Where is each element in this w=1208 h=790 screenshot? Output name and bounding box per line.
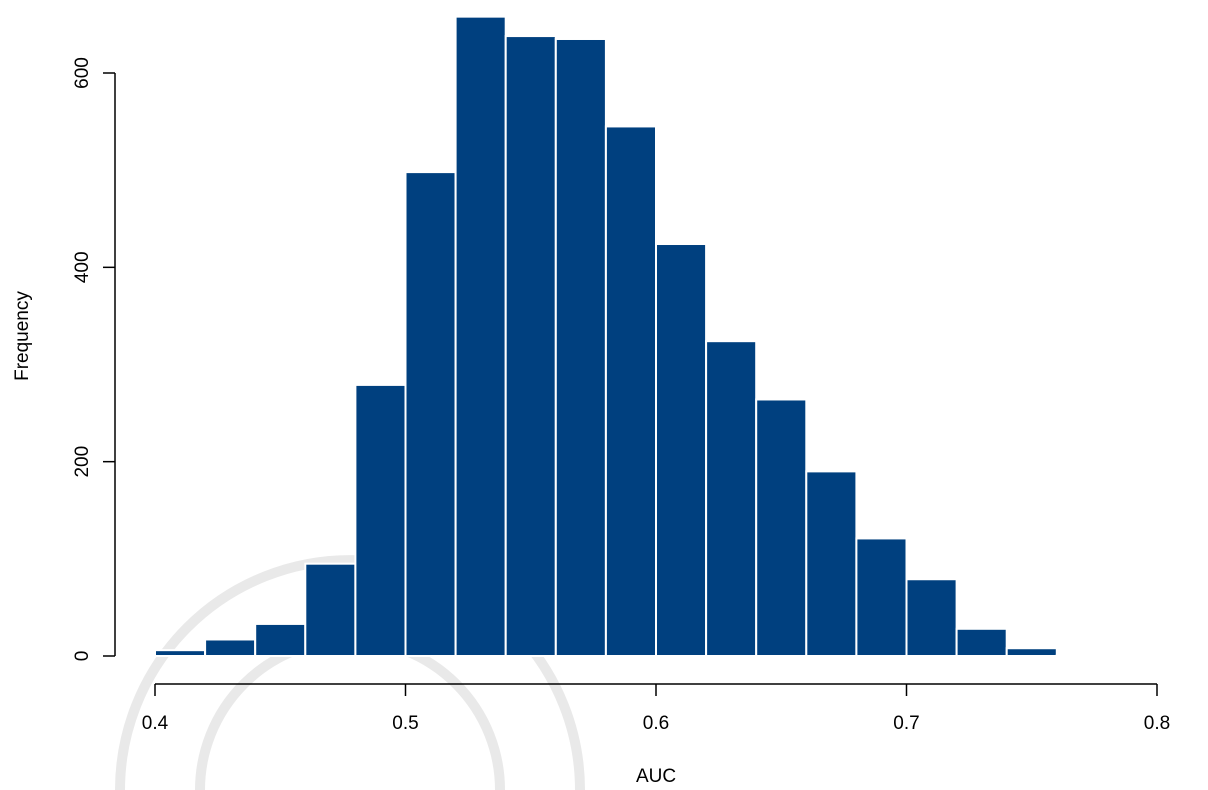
- histogram-bars: [154, 15, 1208, 658]
- x-tick-label-2: 0.6: [643, 713, 669, 734]
- histogram-bar-3: [304, 562, 357, 657]
- y-tick-label-1: 200: [72, 446, 93, 478]
- histogram-bar-7: [504, 35, 557, 658]
- x-tick-label-4: 0.8: [1144, 713, 1170, 734]
- histogram-bar-5: [404, 171, 457, 658]
- histogram-bar-16: [955, 627, 1008, 658]
- histogram-bar-19: [1105, 654, 1159, 657]
- y-tick-label-2: 400: [72, 251, 93, 283]
- y-tick-label-3: 600: [72, 57, 93, 89]
- histogram-bar-6: [454, 15, 507, 658]
- x-tick-label-3: 0.7: [893, 713, 919, 734]
- y-axis: 0 200 400 600: [72, 57, 116, 662]
- histogram-bar-20: [1156, 654, 1208, 658]
- y-axis-title: Frequency: [12, 291, 33, 381]
- x-tick-label-1: 0.5: [392, 713, 418, 734]
- histogram-bar-13: [805, 470, 858, 657]
- x-tick-label-0: 0.4: [142, 713, 169, 734]
- histogram-bar-12: [755, 398, 808, 657]
- histogram-bar-2: [254, 622, 307, 657]
- histogram-bar-18: [1055, 654, 1108, 658]
- histogram-bar-8: [554, 37, 607, 658]
- x-axis: 0.4 0.5 0.6 0.7 0.8: [142, 683, 1170, 734]
- histogram-bar-4: [354, 383, 407, 657]
- histogram-bar-9: [604, 125, 658, 658]
- x-axis-title: AUC: [636, 766, 676, 787]
- histogram-bar-11: [705, 340, 758, 657]
- histogram-bar-15: [905, 578, 958, 658]
- y-tick-label-0: 0: [72, 651, 93, 662]
- histogram-bar-17: [1005, 647, 1058, 658]
- histogram-bar-10: [655, 243, 708, 657]
- histogram-bar-1: [204, 638, 257, 658]
- histogram-bar-0: [154, 649, 207, 657]
- histogram-bar-14: [855, 537, 908, 658]
